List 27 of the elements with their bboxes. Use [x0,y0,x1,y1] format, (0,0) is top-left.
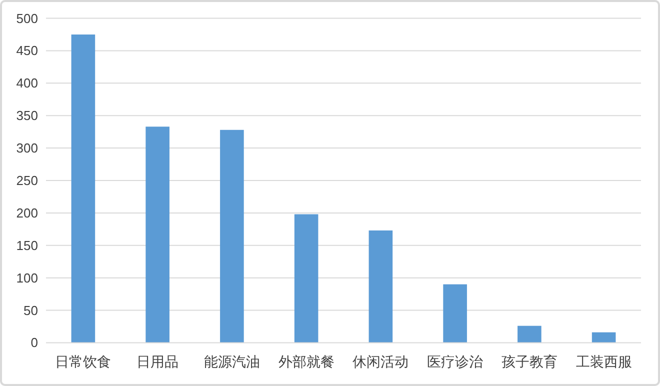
x-tick-label: 日用品 [136,354,179,370]
y-tick-label: 150 [16,238,38,253]
bar [146,126,170,343]
x-tick-label: 休闲活动 [352,354,409,370]
y-tick-label: 0 [30,335,38,350]
y-tick-label: 450 [16,43,38,58]
y-tick-label: 250 [16,173,38,188]
bar [220,130,244,343]
x-tick-label: 外部就餐 [278,354,334,370]
y-tick-label: 300 [16,140,38,156]
bar [368,230,393,343]
bar [443,284,467,343]
y-tick-label: 100 [16,270,38,286]
x-tick-label: 医疗诊治 [427,354,484,370]
bar [518,326,542,343]
y-tick-label: 350 [16,108,38,124]
x-tick-label: 能源汽油 [204,354,260,370]
x-tick-label: 日常饮食 [55,354,112,370]
bar [592,332,616,343]
x-tick-label: 孩子教育 [501,354,558,370]
y-tick-label: 500 [16,10,38,26]
y-tick-label: 200 [16,205,38,220]
x-tick-label: 工装西服 [576,354,632,370]
y-tick-label: 50 [24,302,38,318]
y-tick-label: 400 [16,76,38,91]
bar [71,34,96,343]
bar [294,214,318,343]
